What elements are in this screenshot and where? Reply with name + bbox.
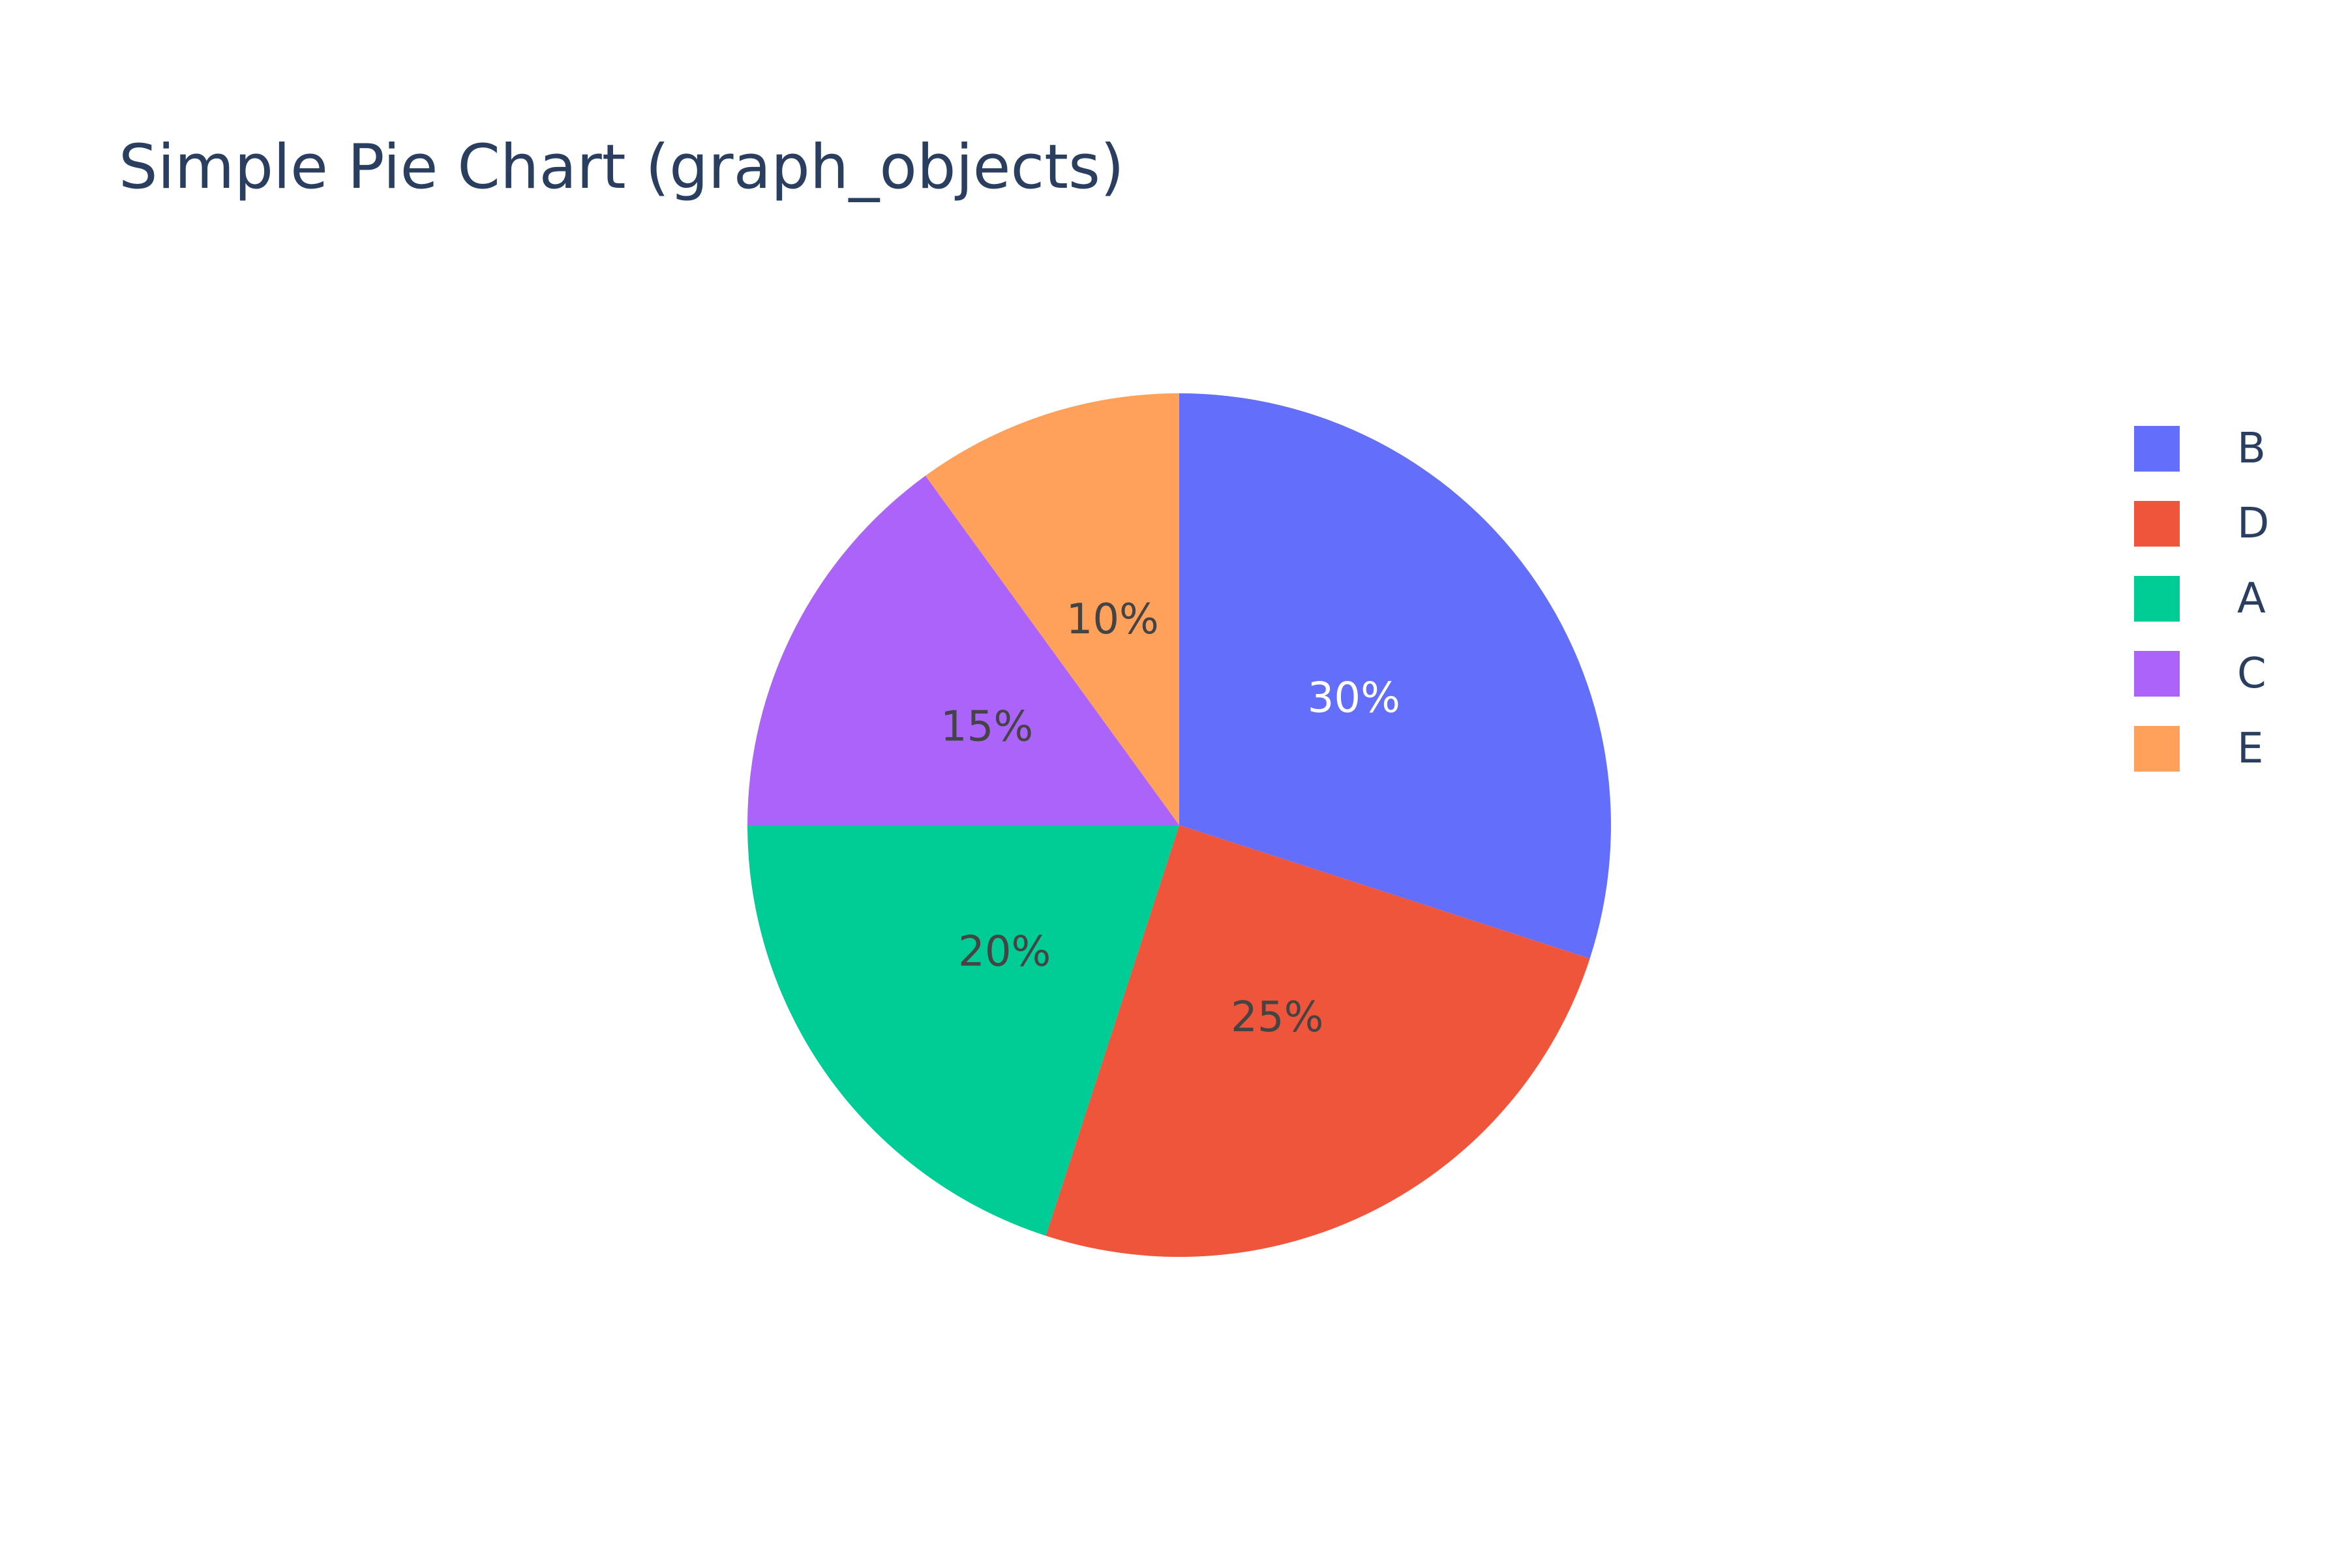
legend-swatch-e[interactable] [2134,726,2180,772]
legend-item-b[interactable]: B [2134,425,2266,473]
legend-label-e: E [2237,725,2263,773]
legend-label-b: B [2237,425,2266,473]
slice-label-d: 25% [1231,993,1323,1042]
pie-slice-labels: 30% 25% 20% 15% 10% [941,596,1400,1042]
slice-label-b: 30% [1308,674,1400,722]
pie-slice-d[interactable] [1046,825,1590,1258]
slice-label-e: 10% [1066,596,1159,644]
legend-item-e[interactable]: E [2134,725,2263,773]
pie-slices [747,393,1612,1258]
legend-swatch-c[interactable] [2134,651,2180,697]
legend-item-d[interactable]: D [2134,500,2269,548]
pie-slice-a[interactable] [747,825,1179,1236]
legend-label-d: D [2237,500,2269,548]
legend-label-c: C [2237,650,2266,698]
legend-item-a[interactable]: A [2134,575,2266,623]
legend-swatch-b[interactable] [2134,426,2180,472]
legend-swatch-a[interactable] [2134,576,2180,622]
legend-item-c[interactable]: C [2134,650,2266,698]
slice-label-c: 15% [941,703,1033,751]
slice-label-a: 20% [958,928,1051,976]
chart-title: Simple Pie Chart (graph_objects) [119,132,1124,203]
legend-label-a: A [2237,575,2266,623]
legend-swatch-d[interactable] [2134,501,2180,547]
pie-slice-b[interactable] [1179,393,1612,959]
pie-slice-e[interactable] [925,393,1179,825]
pie-slice-c[interactable] [747,475,1179,825]
